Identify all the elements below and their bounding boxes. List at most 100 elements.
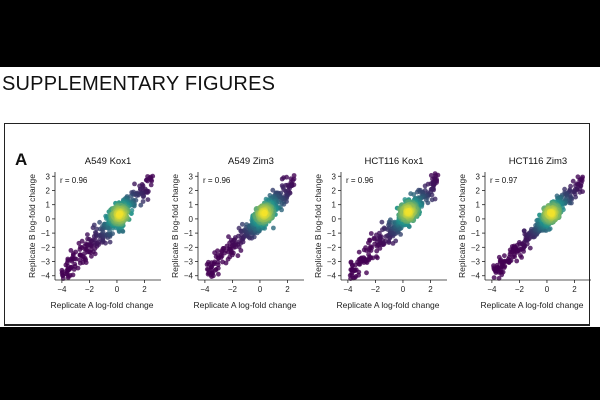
scatter-point xyxy=(79,238,85,244)
x-tick-label: 0 xyxy=(545,285,550,294)
x-tick-label: 2 xyxy=(428,285,433,294)
x-tick-label: 0 xyxy=(401,285,406,294)
correlation-annotation: r = 0.97 xyxy=(490,176,518,185)
y-tick-label: −4 xyxy=(327,272,337,281)
x-axis-label: Replicate A log-fold change xyxy=(336,300,439,310)
scatter-point xyxy=(414,189,420,195)
scatter-point xyxy=(138,202,144,208)
scatter-point xyxy=(91,222,97,228)
scatter-point xyxy=(502,263,508,269)
scatter-point xyxy=(140,194,146,200)
scatter-point xyxy=(423,197,429,203)
scatter-point xyxy=(379,234,384,240)
x-tick-label: −4 xyxy=(57,285,67,294)
scatter-point xyxy=(72,261,78,267)
x-tick-label: −4 xyxy=(487,285,497,294)
scatter-svg: HCT116 Zim3 −4 −3 −2 −1 0 1 2 3 −4 −2 0 2 r = 0.97 Rep… xyxy=(457,156,591,310)
y-tick-label: 0 xyxy=(189,215,194,224)
y-axis-label: Replicate B log-fold change xyxy=(457,174,467,278)
scatter-point xyxy=(116,210,124,218)
correlation-annotation: r = 0.96 xyxy=(60,176,88,185)
scatter-point xyxy=(370,255,376,261)
scatter-point xyxy=(379,219,385,225)
y-tick-label: −3 xyxy=(327,258,337,267)
scatter-point xyxy=(521,228,527,234)
scatter-point xyxy=(364,270,369,276)
chart-title: HCT116 Kox1 xyxy=(365,156,424,167)
scatter-point xyxy=(411,192,417,197)
points-group xyxy=(59,173,156,281)
scatter-plot-3: HCT116 Kox1 −4 −3 −2 −1 0 1 2 3 −4 −2 0 2 r = 0.96 Rep… xyxy=(311,152,451,320)
scatter-point xyxy=(374,248,380,254)
scatter-point xyxy=(374,254,379,259)
scatter-point xyxy=(422,183,428,189)
y-tick-label: −1 xyxy=(327,229,337,238)
scatter-point xyxy=(70,272,76,278)
scatter-point xyxy=(85,232,90,237)
scatter-point xyxy=(367,238,373,243)
y-tick-label: 2 xyxy=(476,186,481,195)
scatter-point xyxy=(548,210,555,217)
points-group xyxy=(491,174,585,281)
y-tick-label: 1 xyxy=(46,201,51,210)
scatter-point xyxy=(405,208,412,215)
y-tick-label: −1 xyxy=(184,229,194,238)
y-tick-label: 2 xyxy=(189,186,194,195)
y-axis-label: Replicate B log-fold change xyxy=(170,174,180,278)
y-axis-label: Replicate B log-fold change xyxy=(313,174,323,278)
correlation-annotation: r = 0.96 xyxy=(203,176,231,185)
scatter-point xyxy=(573,194,578,200)
scatter-point xyxy=(68,248,74,253)
x-tick-label: −2 xyxy=(515,285,525,294)
scatter-plot-4: HCT116 Zim3 −4 −3 −2 −1 0 1 2 3 −4 −2 0 2 r = 0.97 Rep… xyxy=(455,152,595,320)
scatter-svg: HCT116 Kox1 −4 −3 −2 −1 0 1 2 3 −4 −2 0 2 r = 0.96 Rep… xyxy=(313,156,447,310)
scatter-point xyxy=(149,178,155,184)
x-axis-label: Replicate A log-fold change xyxy=(480,300,583,310)
y-tick-label: −2 xyxy=(327,243,337,252)
y-tick-label: 1 xyxy=(476,201,481,210)
scatter-point xyxy=(215,265,221,271)
y-tick-label: 2 xyxy=(46,186,51,195)
y-tick-label: −2 xyxy=(184,243,194,252)
x-tick-label: −2 xyxy=(85,285,95,294)
x-tick-label: −4 xyxy=(343,285,353,294)
scatter-point xyxy=(279,176,285,182)
scatter-point xyxy=(368,231,374,236)
x-tick-label: −2 xyxy=(371,285,381,294)
x-tick-label: 2 xyxy=(572,285,577,294)
scatter-point xyxy=(239,221,245,227)
scatter-point xyxy=(366,252,371,257)
y-tick-label: −1 xyxy=(41,229,51,238)
y-tick-label: −1 xyxy=(471,229,481,238)
section-heading: SUPPLEMENTARY FIGURES xyxy=(2,73,276,95)
scatter-point xyxy=(288,176,294,182)
scatter-svg: A549 Kox1 −4 −3 −2 −1 0 1 2 3 −4 −2 0 2 r = 0.96 Repli… xyxy=(27,156,161,310)
y-tick-label: −4 xyxy=(41,272,51,281)
y-tick-label: −3 xyxy=(471,258,481,267)
y-tick-label: 3 xyxy=(189,172,194,181)
scatter-point xyxy=(261,209,268,217)
scatter-point xyxy=(223,260,229,266)
scatter-point xyxy=(353,267,359,273)
points-group xyxy=(347,171,441,281)
scatter-point xyxy=(235,253,241,259)
scatter-point xyxy=(271,225,276,231)
y-tick-label: −4 xyxy=(184,272,194,281)
scatter-point xyxy=(97,219,102,225)
y-tick-label: −2 xyxy=(41,243,51,252)
scatter-plot-1: A549 Kox1 −4 −3 −2 −1 0 1 2 3 −4 −2 0 2 r = 0.96 Repli… xyxy=(25,152,165,320)
scatter-point xyxy=(59,267,65,273)
scatter-point xyxy=(107,239,113,245)
figure-panel: A A549 Kox1 −4 −3 −2 −1 0 1 2 3 −4 −2 0 2 r = 0.96 Rep… xyxy=(4,123,591,326)
scatter-svg: A549 Zim3 −4 −3 −2 −1 0 1 2 3 −4 −2 0 2 r = 0.96 Repli… xyxy=(170,156,304,310)
scatter-point xyxy=(562,186,567,192)
scatter-point xyxy=(216,271,221,277)
y-tick-label: 1 xyxy=(189,201,194,210)
y-tick-label: 0 xyxy=(476,215,481,224)
scatter-point xyxy=(89,253,94,259)
scatter-point xyxy=(77,257,83,263)
scatter-point xyxy=(570,178,576,184)
scatter-point xyxy=(491,275,497,280)
scatter-point xyxy=(270,187,276,193)
y-tick-label: 2 xyxy=(332,186,337,195)
